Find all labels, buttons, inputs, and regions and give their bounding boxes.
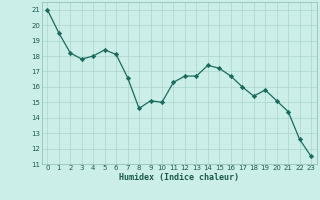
X-axis label: Humidex (Indice chaleur): Humidex (Indice chaleur) bbox=[119, 173, 239, 182]
